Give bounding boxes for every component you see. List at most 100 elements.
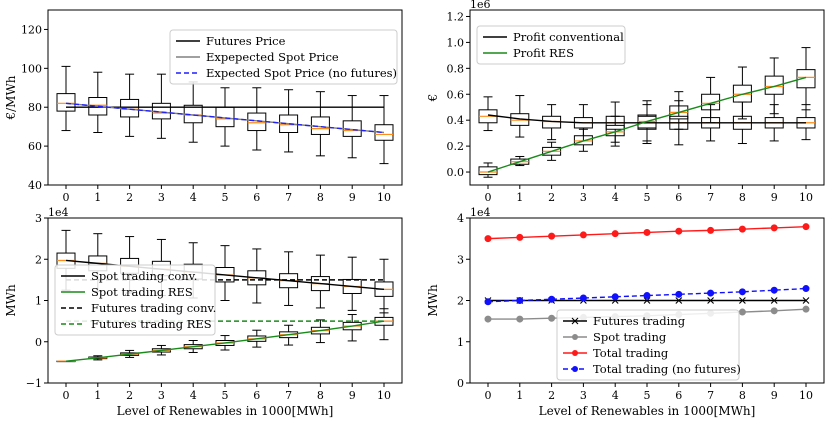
totals-x-tick-label: 4 <box>612 389 619 402</box>
trading-x-tick-label: 1 <box>94 389 101 402</box>
trading-y-axis-label: MWh <box>4 284 18 317</box>
trading-y-tick-label: 2 <box>35 253 42 266</box>
profit-x-tick-label: 5 <box>644 191 651 204</box>
totals-legend-label: Total trading (no futures) <box>593 362 741 376</box>
totals-legend-marker <box>571 317 579 325</box>
totals-y-tick-label: 2 <box>457 295 464 308</box>
totals-point-futures-trading <box>739 297 746 304</box>
trading-y-tick-label: 1 <box>35 295 42 308</box>
profit-x-tick-label: 1 <box>516 191 523 204</box>
profit-x-tick-label: 7 <box>707 191 714 204</box>
profit-x-tick-label: 0 <box>485 191 492 204</box>
profit-x-tick-label: 6 <box>675 191 682 204</box>
totals-y-tick-label: 0 <box>457 377 464 390</box>
totals-point-futures-trading <box>675 297 683 304</box>
totals-legend <box>556 309 740 381</box>
profit-y-tick-label: 0.6 <box>447 88 465 101</box>
trading-y-tick-label: 0 <box>35 336 42 349</box>
trading-x-tick-label: 9 <box>349 389 356 402</box>
totals-series-total-trading-no-futures <box>487 287 807 303</box>
totals-legend-marker <box>572 334 578 340</box>
totals-x-tick-label: 9 <box>771 389 778 402</box>
totals-legend-marker <box>572 366 578 372</box>
prices-x-tick-label: 2 <box>126 191 133 204</box>
prices-legend-label: Expepected Spot Price <box>206 50 339 64</box>
totals-point-total-trading-no-futures <box>802 285 810 293</box>
totals-y-tick-label: 1 <box>457 336 464 349</box>
profit-y-axis-label: € <box>426 94 440 103</box>
prices-x-tick-label: 7 <box>285 191 292 204</box>
prices-x-tick-label: 9 <box>349 191 356 204</box>
totals-point-total-trading <box>738 225 746 233</box>
trading-x-tick-label: 5 <box>222 389 229 402</box>
profit-axis-exponent: 1e6 <box>470 0 491 11</box>
totals-point-spot-trading <box>548 314 556 322</box>
prices-x-tick-label: 1 <box>94 191 101 204</box>
prices-box <box>88 97 108 116</box>
trading-legend-label: Futures trading conv. <box>91 301 216 315</box>
prices-y-tick-label: 100 <box>21 62 42 75</box>
totals-point-total-trading-no-futures <box>516 297 524 304</box>
totals-x-tick-label: 7 <box>707 389 714 402</box>
profit-x-tick-label: 8 <box>739 191 746 204</box>
trading-y-tick-label: 3 <box>35 212 42 225</box>
trading-legend-label: Futures trading RES <box>91 317 212 331</box>
prices-x-tick-label: 5 <box>222 191 229 204</box>
totals-point-total-trading-no-futures <box>611 293 619 301</box>
trading-y-tick-label: −1 <box>26 377 42 390</box>
prices-y-tick-label: 40 <box>28 179 42 192</box>
prices-x-tick-label: 3 <box>158 191 165 204</box>
prices-x-tick-label: 4 <box>190 191 197 204</box>
totals-point-total-trading <box>611 230 619 238</box>
trading-x-tick-label: 10 <box>377 389 391 402</box>
trading-legend-label: Spot trading RES <box>91 285 193 299</box>
trading-x-tick-label: 4 <box>190 389 197 402</box>
profit-x-tick-label: 9 <box>771 191 778 204</box>
totals-point-total-trading-no-futures <box>484 298 492 306</box>
prices-series-expected-spot-price-no-futures <box>65 102 385 134</box>
totals-point-total-trading <box>516 233 524 241</box>
totals-point-spot-trading <box>802 305 810 313</box>
profit-y-tick-label: 0.2 <box>447 140 465 153</box>
profit-legend-label: Profit RES <box>513 46 574 60</box>
profit-box <box>478 166 498 176</box>
profit-box <box>732 84 752 103</box>
prices-y-tick-label: 60 <box>28 140 42 153</box>
profit-box <box>701 93 721 111</box>
totals-point-futures-trading <box>643 297 651 304</box>
profit-x-tick-label: 2 <box>548 191 555 204</box>
profit-y-tick-label: 0.4 <box>447 114 465 127</box>
profit-box <box>605 124 625 137</box>
trading-x-tick-label: 8 <box>317 389 324 402</box>
prices-x-tick-label: 10 <box>377 191 391 204</box>
totals-point-total-trading <box>675 227 683 235</box>
profit-box <box>796 69 816 89</box>
prices-box <box>374 124 394 141</box>
totals-point-total-trading-no-futures <box>643 292 651 300</box>
totals-point-total-trading <box>770 224 778 232</box>
totals-point-total-trading-no-futures <box>770 286 778 294</box>
totals-point-total-trading-no-futures <box>707 289 715 297</box>
profit-series-profit-res <box>487 76 807 173</box>
totals-legend-label: Total trading <box>593 346 669 360</box>
totals-point-total-trading-no-futures <box>548 295 556 303</box>
totals-point-total-trading <box>548 232 556 240</box>
trading-x-tick-label: 3 <box>158 389 165 402</box>
totals-point-total-trading <box>707 226 715 234</box>
totals-point-spot-trading <box>484 315 492 323</box>
profit-series-profit-conventional <box>487 114 806 124</box>
totals-point-futures-trading <box>770 297 778 304</box>
totals-point-total-trading <box>643 228 651 236</box>
profit-legend-label: Profit conventional <box>513 30 624 44</box>
totals-legend-label: Spot trading <box>593 330 667 344</box>
totals-point-total-trading-no-futures <box>675 290 683 298</box>
totals-y-tick-label: 4 <box>457 212 464 225</box>
totals-x-tick-label: 0 <box>485 389 492 402</box>
totals-point-spot-trading <box>770 307 778 315</box>
totals-y-axis-label: MWh <box>426 284 440 317</box>
totals-point-spot-trading <box>516 315 524 323</box>
totals-x-tick-label: 6 <box>675 389 682 402</box>
totals-y-tick-label: 3 <box>457 253 464 266</box>
profit-x-tick-label: 10 <box>799 191 813 204</box>
trading-x-tick-label: 2 <box>126 389 133 402</box>
